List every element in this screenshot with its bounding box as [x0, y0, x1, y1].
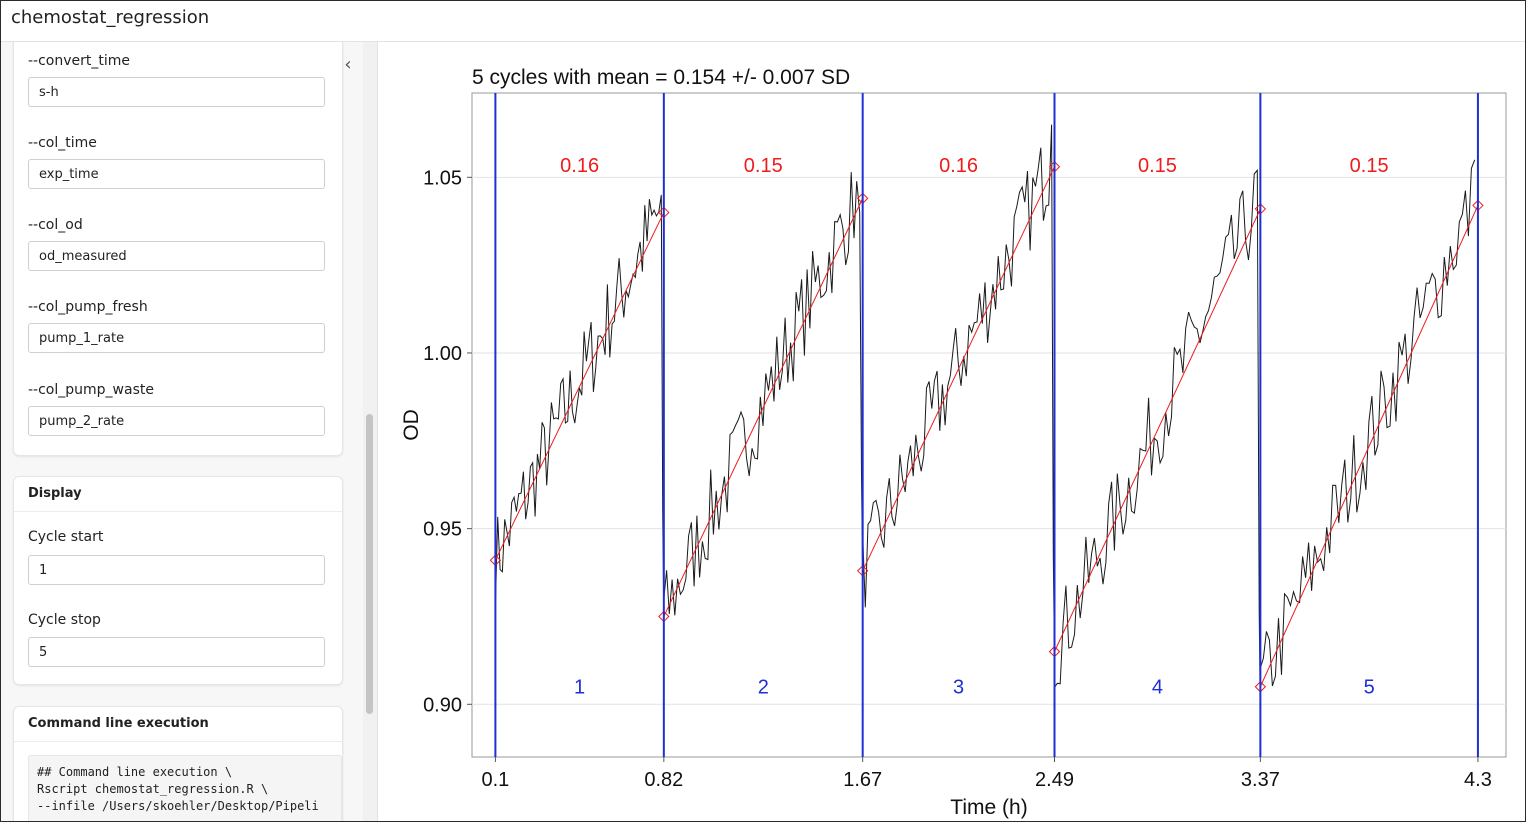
cycle-number-label: 5 — [1364, 677, 1375, 699]
command-line-card: Command line execution ## Command line e… — [13, 706, 343, 821]
fit-line — [494, 212, 665, 561]
cycle-number-label: 4 — [1152, 677, 1163, 699]
cycle-start-input[interactable] — [28, 555, 325, 585]
cycle-number-label: 1 — [574, 677, 585, 699]
plot-panel: 0.90 0.95 1.00 1.05 0.1 0.82 1.67 2.49 3.37 4.3 0.… — [378, 42, 1525, 821]
display-card: Display Cycle start Cycle stop — [13, 476, 343, 685]
code-line: Rscript chemostat_regression.R \ — [37, 782, 269, 796]
x-tick-label: 4.3 — [1464, 769, 1492, 791]
growth-rate-label: 0.16 — [939, 155, 978, 177]
x-tick-label: 1.67 — [843, 769, 882, 791]
x-tick-label: 0.1 — [481, 769, 509, 791]
convert-time-input[interactable] — [28, 77, 325, 107]
od-chart: 0.90 0.95 1.00 1.05 0.1 0.82 1.67 2.49 3.37 4.3 0.… — [400, 66, 1507, 819]
col-pump-fresh-input[interactable] — [28, 323, 325, 353]
fit-line — [663, 198, 864, 617]
cycle-number-label: 3 — [953, 677, 964, 699]
command-line-code: ## Command line execution \ Rscript chemo… — [28, 755, 342, 821]
sidebar-scrollbar[interactable] — [363, 42, 378, 821]
col-pump-fresh-label: --col_pump_fresh — [28, 299, 148, 315]
cycle-stop-input[interactable] — [28, 637, 325, 667]
y-tick-label: 0.95 — [423, 519, 462, 541]
display-header: Display — [14, 477, 342, 512]
col-time-label: --col_time — [28, 135, 97, 151]
parameters-card: --convert_time --col_time --col_od --col… — [13, 42, 343, 456]
cycle-stop-label: Cycle stop — [28, 612, 101, 628]
scrollbar-thumb[interactable] — [366, 414, 373, 714]
y-tick-label: 1.00 — [423, 343, 462, 365]
col-od-label: --col_od — [28, 217, 83, 233]
cycle-start-label: Cycle start — [28, 529, 104, 545]
code-line: ## Command line execution \ — [37, 765, 233, 779]
cycle-number-label: 2 — [758, 677, 769, 699]
y-tick-label: 1.05 — [423, 167, 462, 189]
y-tick-label: 0.90 — [423, 694, 462, 716]
title-bar: chemostat_regression — [1, 1, 1525, 42]
convert-time-label: --convert_time — [28, 53, 131, 69]
command-line-header: Command line execution — [14, 707, 342, 742]
fit-line — [1054, 208, 1261, 652]
chart-title: 5 cycles with mean = 0.154 +/- 0.007 SD — [472, 66, 850, 89]
plot-area — [471, 92, 1507, 758]
x-tick-label: 2.49 — [1035, 769, 1074, 791]
code-line: --infile /Users/skoehler/Desktop/Pipeli — [37, 799, 319, 813]
chevron-left-icon[interactable]: ‹ — [344, 54, 352, 75]
fit-line — [1259, 205, 1479, 687]
growth-rate-label: 0.15 — [744, 155, 783, 177]
col-pump-waste-label: --col_pump_waste — [28, 382, 154, 398]
app-title: chemostat_regression — [11, 7, 210, 28]
y-axis-label: OD — [400, 409, 423, 441]
col-od-input[interactable] — [28, 241, 325, 271]
col-time-input[interactable] — [28, 159, 325, 189]
sidebar: ‹ --convert_time --col_time --col_od --c… — [1, 42, 363, 821]
growth-rate-label: 0.15 — [1138, 155, 1177, 177]
x-tick-label: 3.37 — [1241, 769, 1280, 791]
fit-line — [862, 166, 1055, 572]
col-pump-waste-input[interactable] — [28, 406, 325, 436]
growth-rate-label: 0.15 — [1350, 155, 1389, 177]
growth-rate-label: 0.16 — [560, 155, 599, 177]
x-axis-label: Time (h) — [950, 796, 1027, 819]
x-tick-label: 0.82 — [644, 769, 683, 791]
